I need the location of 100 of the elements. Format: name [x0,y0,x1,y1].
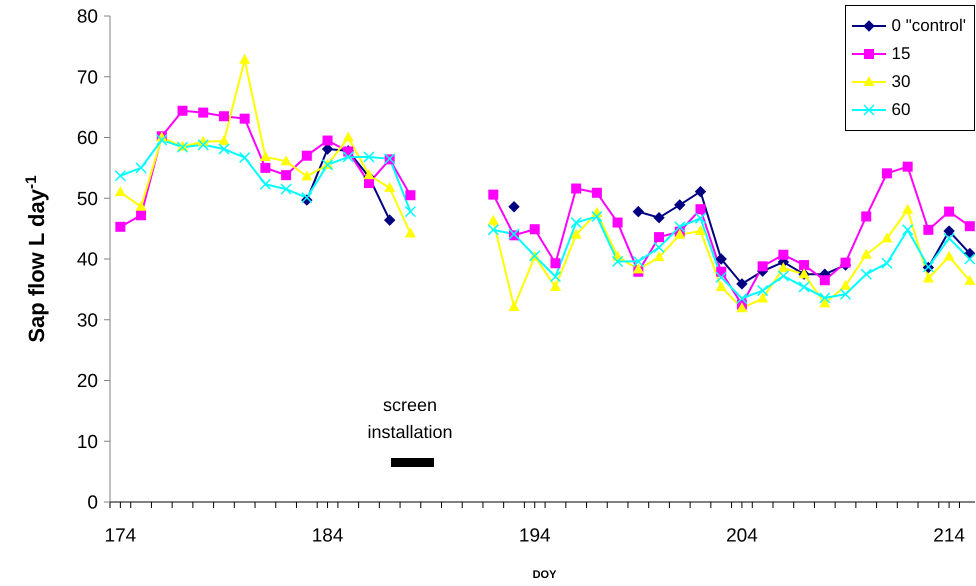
point [944,250,955,261]
point [301,170,312,180]
point [239,54,250,64]
y-tick-label: 40 [76,250,98,271]
x-tick-label: 174 [104,525,137,546]
point [715,271,727,283]
y-tick-label: 30 [76,310,98,332]
point [156,134,168,146]
point [632,256,644,268]
point [301,192,313,204]
y-tick-label: 50 [76,188,98,210]
y-tick-label: 80 [76,6,98,28]
point [612,256,624,268]
point [404,206,416,218]
point [798,281,810,293]
point [404,227,416,238]
point [902,162,913,172]
point [882,168,892,178]
point [756,284,768,296]
annotation: screen installation [366,394,454,444]
x-tick-label: 204 [726,525,758,546]
x-tick-label: 184 [312,525,344,546]
point [260,178,272,190]
point [363,169,374,180]
point [136,210,146,220]
point [944,206,954,217]
point [757,292,768,302]
point [570,216,582,228]
point [736,302,748,312]
point [384,182,396,192]
point [281,170,292,180]
point [570,228,582,239]
point [819,292,831,304]
point [612,218,623,228]
point [571,184,582,194]
point [136,200,147,211]
point [342,151,354,163]
point [758,261,768,272]
point [218,135,230,146]
point [488,190,498,200]
y-tick-label: 70 [76,67,98,88]
legend-label: 30 [892,72,910,92]
point [799,260,810,270]
point [280,155,292,166]
point [405,190,416,200]
point [260,150,271,161]
point [654,251,665,262]
point [716,280,727,291]
point [694,186,706,198]
point [694,212,706,224]
point [778,250,788,260]
point [218,111,229,122]
point [778,262,789,272]
point [135,162,147,174]
point [384,214,396,226]
point [280,183,292,195]
point [363,151,375,163]
point [674,199,686,210]
point [736,292,748,304]
x-axis-title: DOY [532,569,558,581]
point [550,280,561,291]
point [881,258,893,270]
point [322,136,333,146]
point [923,224,934,235]
point [716,254,727,264]
legend-label: 15 [892,44,910,64]
point [632,263,644,274]
y-tick-label: 60 [76,128,98,150]
point [964,274,975,285]
x-tick-label: 194 [518,525,552,546]
point [654,232,664,242]
point [820,275,830,286]
point [488,214,499,225]
point [964,253,975,265]
legend-label: 0 "control' [892,16,966,36]
point [902,204,914,214]
y-tick-label: 10 [76,432,98,453]
point [114,170,126,182]
point [302,150,312,161]
point [861,211,872,222]
point [695,204,706,214]
point [632,206,644,218]
point [860,248,872,259]
point [592,188,602,198]
point [902,224,914,236]
point [591,210,603,222]
point [694,225,706,236]
point [364,178,374,188]
point [508,300,520,311]
point [840,280,852,290]
point [654,212,665,224]
point [840,288,852,300]
point [653,242,665,254]
point [260,162,270,173]
point [860,268,872,280]
point [943,232,955,244]
point [922,272,934,282]
point [736,278,748,290]
point [881,232,892,242]
point [550,270,562,282]
